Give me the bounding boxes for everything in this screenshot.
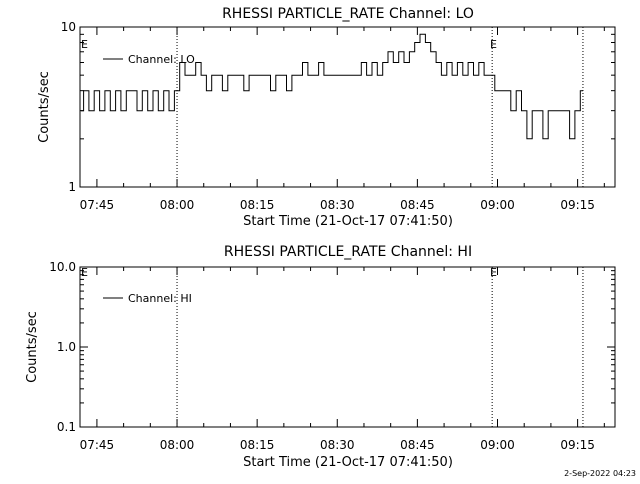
x-tick-label-4: 08:30 [320, 198, 355, 212]
panel-lo-event-marker-1: E [81, 38, 88, 51]
panel-hi-event-marker-1: E [81, 266, 88, 279]
x-tick-label-7: 09:15 [560, 438, 595, 452]
x-tick-label-2: 08:00 [160, 438, 195, 452]
panel-lo: RHESSI PARTICLE_RATE Channel: LO E E Cha… [37, 6, 616, 229]
panel-hi-ytick-0-1: 0.1 [57, 420, 76, 434]
x-tick-label-6: 09:00 [480, 438, 515, 452]
panel-lo-series-line [80, 33, 583, 140]
panel-lo-ytick-10: 10 [61, 20, 76, 34]
x-tick-label-3: 08:15 [240, 438, 275, 452]
panel-hi-ylabel: Counts/sec [25, 311, 40, 383]
panel-hi-ticks [80, 267, 615, 428]
panel-lo-title: RHESSI PARTICLE_RATE Channel: LO [222, 6, 474, 22]
panel-hi-ytick-1-0: 1.0 [57, 340, 76, 354]
panel-lo-ytick-1: 1 [68, 180, 76, 194]
x-tick-label-1: 07:45 [80, 438, 115, 452]
panel-lo-ticks [80, 27, 615, 188]
panel-lo-plot-frame [79, 26, 616, 188]
x-tick-label-2: 08:00 [160, 198, 195, 212]
panel-lo-legend-entry: Channel: LO [128, 53, 195, 66]
panel-hi-title: RHESSI PARTICLE_RATE Channel: HI [224, 244, 472, 260]
x-tick-label-6: 09:00 [480, 198, 515, 212]
x-tick-label-7: 09:15 [560, 198, 595, 212]
panel-lo-xtick-labels: 07:45 08:00 08:15 08:30 08:45 09:00 09:15 [80, 198, 595, 212]
panel-hi: RHESSI PARTICLE_RATE Channel: HI E E Cha… [25, 244, 616, 470]
x-tick-label-5: 08:45 [400, 198, 435, 212]
panel-hi-event-marker-2: E [490, 266, 497, 279]
panel-lo-event-marker-2: E [490, 38, 497, 51]
x-tick-label-4: 08:30 [320, 438, 355, 452]
panel-hi-xtick-labels: 07:45 08:00 08:15 08:30 08:45 09:00 09:15 [80, 438, 595, 452]
x-tick-label-3: 08:15 [240, 198, 275, 212]
panel-hi-xlabel: Start Time (21-Oct-17 07:41:50) [243, 455, 453, 470]
panel-lo-ylabel: Counts/sec [37, 71, 52, 143]
panel-lo-xlabel: Start Time (21-Oct-17 07:41:50) [243, 214, 453, 229]
x-tick-label-5: 08:45 [400, 438, 435, 452]
footer-timestamp: 2-Sep-2022 04:23 [564, 469, 636, 478]
x-tick-label-1: 07:45 [80, 198, 115, 212]
panel-hi-legend-entry: Channel: HI [128, 292, 192, 305]
panel-hi-ytick-10-0: 10.0 [49, 260, 76, 274]
